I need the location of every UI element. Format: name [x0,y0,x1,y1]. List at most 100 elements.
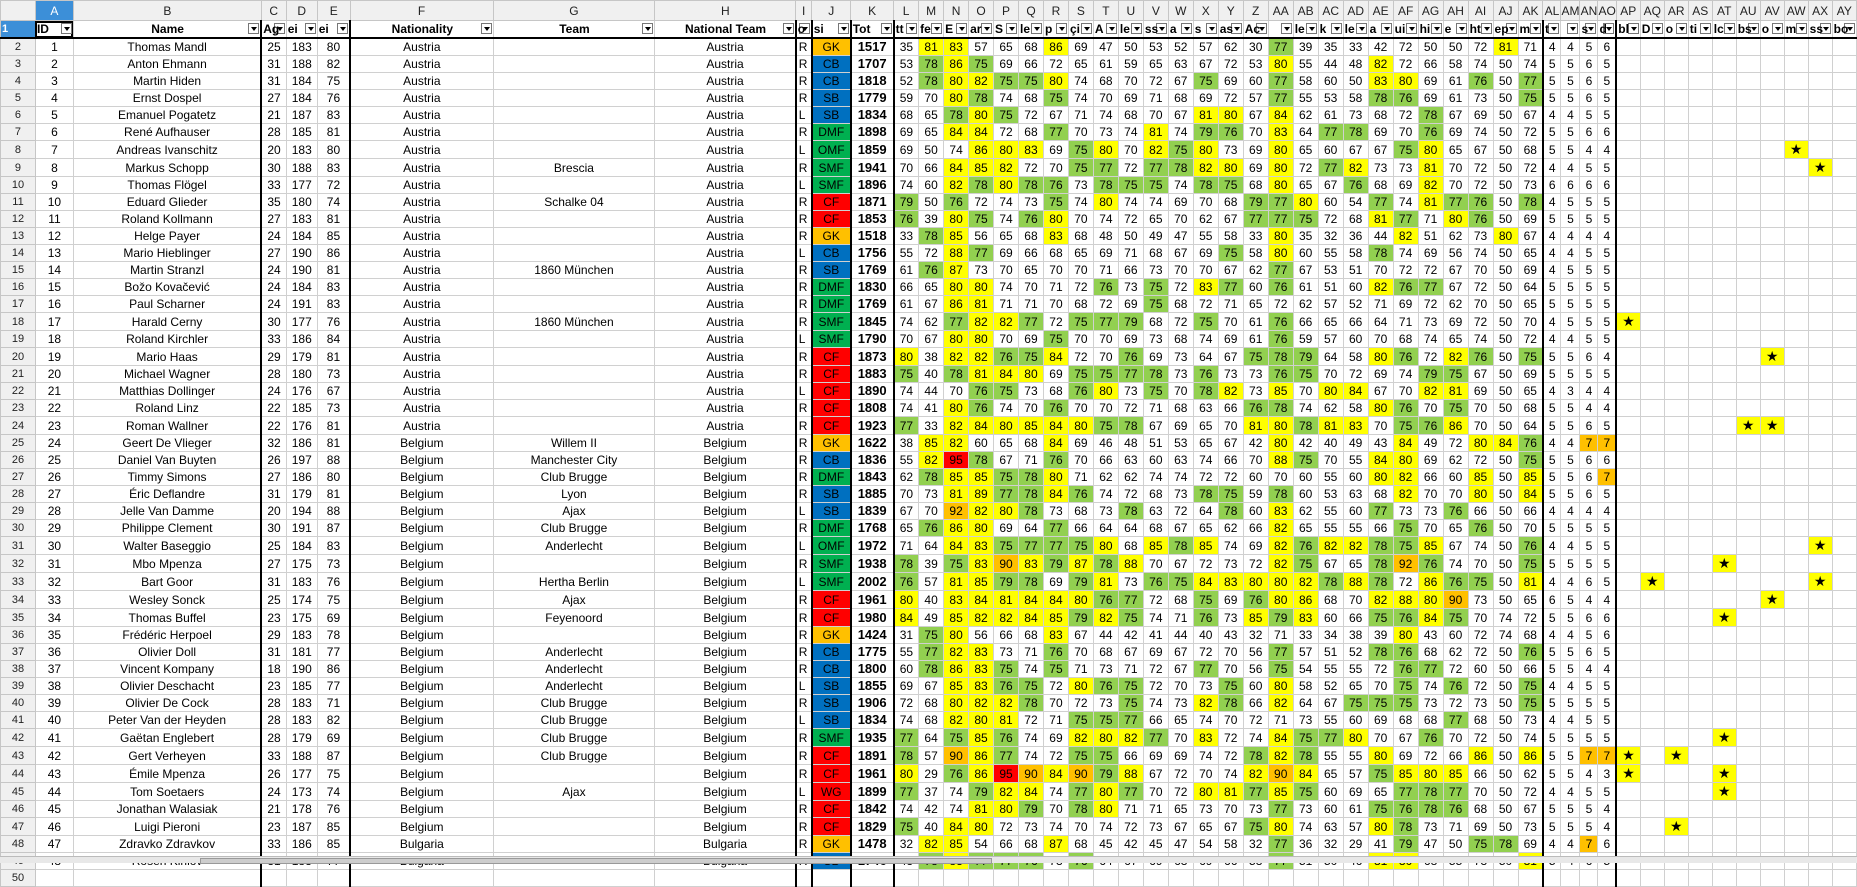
stat-cell[interactable]: 42 [1367,37,1394,56]
total-cell[interactable]: 1980 [850,608,895,627]
stat-cell[interactable]: 78 [968,451,995,469]
stat-cell[interactable]: 74 [993,193,1019,211]
row-number[interactable]: 29 [0,502,36,520]
age-cell[interactable]: 28 [260,711,287,729]
stat-cell[interactable]: 54 [1342,193,1369,211]
stat-cell[interactable]: 70 [1167,382,1194,400]
weight-cell[interactable]: 69 [316,728,352,747]
stat-cell[interactable]: 67 [1467,140,1494,159]
stat-cell[interactable]: 78 [1317,572,1344,591]
row-number[interactable]: 13 [0,227,36,245]
skill-cell-ax[interactable] [1807,800,1833,818]
rating-cell[interactable]: 5 [1560,278,1581,296]
stat-cell[interactable]: 40 [918,817,945,836]
rating-cell[interactable]: 5 [1542,278,1562,296]
skill-cell-ax[interactable] [1807,626,1833,644]
stat-cell[interactable]: 77 [1267,800,1294,818]
total-cell[interactable]: 1818 [850,72,895,90]
stat-cell[interactable]: 72 [1442,434,1469,452]
stat-cell[interactable]: 70 [1192,193,1219,211]
filter-dropdown-icon[interactable] [1255,23,1267,34]
empty-cell[interactable] [1517,869,1544,887]
stat-cell[interactable]: 50 [1492,72,1519,90]
stat-cell[interactable]: 50 [1492,330,1519,348]
rating-cell[interactable]: 4 [1560,626,1581,644]
stat-cell[interactable]: 41 [918,399,945,417]
skill-cell-ax[interactable] [1807,782,1833,801]
stat-cell[interactable]: 82 [968,312,995,331]
skill-cell-ay[interactable] [1831,728,1857,747]
stat-cell[interactable]: 76 [1267,278,1294,296]
filter-dropdown-icon[interactable] [248,23,260,34]
stat-cell[interactable]: 79 [1267,608,1294,627]
stat-cell[interactable]: 72 [1117,817,1144,836]
nationality-cell[interactable]: Austria [349,261,494,279]
national-team-cell[interactable]: Belgium [654,572,797,591]
skill-cell-as[interactable] [1687,176,1713,194]
stat-cell[interactable]: 66 [1242,519,1269,537]
skill-cell-aq[interactable] [1639,519,1665,537]
stat-cell[interactable]: 75 [1167,140,1194,159]
height-cell[interactable]: 186 [285,330,318,348]
empty-cell[interactable] [1092,869,1119,887]
empty-cell[interactable] [1167,869,1194,887]
national-team-cell[interactable]: Austria [654,106,797,124]
skill-cell-ar[interactable] [1663,502,1689,520]
stat-cell[interactable]: 71 [1117,660,1144,678]
rating-cell[interactable]: 5 [1542,55,1562,73]
stat-cell[interactable]: 70 [1367,677,1394,695]
stat-cell[interactable]: 76 [1517,536,1544,555]
stat-cell[interactable]: 50 [1417,37,1444,56]
column-header-s[interactable]: S [1067,0,1094,21]
stat-cell[interactable]: 71 [1217,295,1244,313]
stat-cell[interactable]: 73 [993,643,1019,661]
stat-cell[interactable]: 50 [1492,817,1519,836]
nationality-cell[interactable]: Austria [349,123,494,141]
skill-cell-at[interactable]: ★ [1711,554,1737,573]
stat-cell[interactable]: 69 [1117,330,1144,348]
stat-cell[interactable]: 55 [1292,89,1319,107]
team-cell[interactable] [492,140,656,159]
stat-cell[interactable]: 85 [1018,416,1044,435]
stat-cell[interactable]: 73 [1117,278,1144,296]
stat-cell[interactable]: 53 [1317,261,1344,279]
row-number[interactable]: 31 [0,536,36,555]
skill-cell-aq[interactable]: ★ [1639,572,1665,591]
stat-cell[interactable]: 72 [1467,312,1494,331]
nationality-cell[interactable]: Belgium [349,728,494,747]
stat-cell[interactable]: 74 [1067,72,1094,90]
skill-cell-au[interactable] [1735,347,1761,366]
height-cell[interactable]: 183 [285,37,318,56]
header-cell-a[interactable]: ID [34,20,74,39]
stat-cell[interactable]: 72 [1467,643,1494,661]
national-team-cell[interactable]: Austria [654,37,797,56]
skill-cell-ay[interactable] [1831,677,1857,695]
skill-cell-at[interactable] [1711,330,1737,348]
stat-cell[interactable]: 71 [1067,106,1094,124]
stat-cell[interactable]: 74 [1092,210,1119,228]
stat-cell[interactable]: 49 [918,608,945,627]
skill-cell-au[interactable] [1735,295,1761,313]
age-cell[interactable]: 26 [260,764,287,783]
stat-cell[interactable]: 78 [1167,536,1194,555]
rating-cell[interactable]: 5 [1579,261,1599,279]
skill-cell-ar[interactable] [1663,140,1689,159]
skill-cell-aq[interactable] [1639,800,1665,818]
total-cell[interactable]: 1830 [850,278,895,296]
stat-cell[interactable]: 73 [1167,485,1194,503]
stat-cell[interactable]: 65 [1517,244,1544,262]
stat-cell[interactable]: 68 [1018,835,1044,853]
stat-cell[interactable]: 32 [893,835,920,853]
rating-cell[interactable]: 6 [1579,72,1599,90]
stat-cell[interactable]: 82 [1292,572,1319,591]
stat-cell[interactable]: 77 [1018,536,1044,555]
age-cell[interactable]: 24 [260,227,287,245]
stat-cell[interactable]: 32 [1317,227,1344,245]
stat-cell[interactable]: 80 [1192,782,1219,801]
foot-cell[interactable]: L [795,330,813,348]
team-cell[interactable]: Anderlecht [492,643,656,661]
stat-cell[interactable]: 76 [1042,643,1069,661]
skill-cell-as[interactable] [1687,89,1713,107]
stat-cell[interactable]: 73 [1142,817,1169,836]
rating-cell[interactable]: 6 [1579,643,1599,661]
